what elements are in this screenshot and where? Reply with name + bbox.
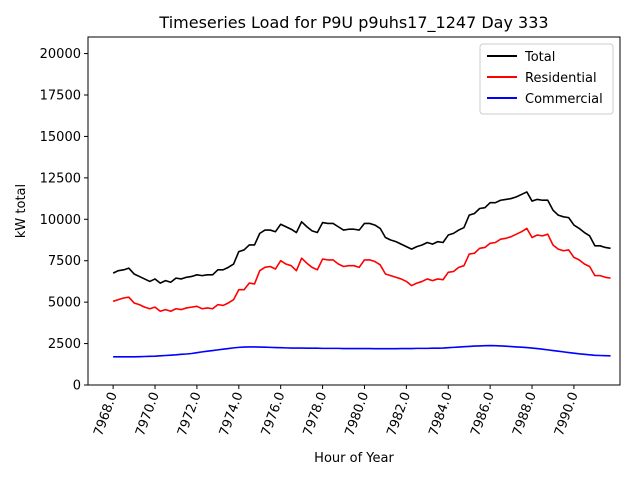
series-line-commercial — [113, 344, 611, 358]
x-tick-label: 7982.0 — [384, 390, 414, 438]
y-tick-label: 7500 — [48, 254, 81, 269]
x-axis-label: Hour of Year — [314, 451, 394, 466]
x-tick-label: 7988.0 — [510, 390, 540, 438]
y-axis-label: kW total — [14, 184, 29, 238]
x-tick-label: 7972.0 — [175, 390, 205, 438]
x-tick-label: 7980.0 — [343, 390, 373, 438]
legend-label-residential: Residential — [525, 71, 597, 86]
chart-title: Timeseries Load for P9U p9uhs17_1247 Day… — [158, 13, 548, 33]
x-tick-label: 7986.0 — [468, 390, 498, 438]
x-tick-label: 7978.0 — [301, 390, 331, 438]
legend-label-total: Total — [524, 50, 555, 65]
y-tick-label: 17500 — [40, 89, 81, 104]
legend-frame — [479, 43, 614, 115]
series-layer — [112, 191, 611, 358]
y-tick-label: 12500 — [40, 171, 81, 186]
x-tick-label: 7976.0 — [259, 390, 289, 438]
y-tick-label: 20000 — [40, 47, 81, 62]
series-line-total — [112, 191, 611, 284]
legend-label-commercial: Commercial — [525, 92, 603, 107]
y-tick-label: 5000 — [48, 296, 81, 311]
x-tick-label: 7990.0 — [552, 390, 582, 438]
y-tick-label: 2500 — [48, 337, 81, 352]
y-tick-label: 0 — [73, 379, 81, 394]
axes-frame — [87, 36, 621, 386]
x-tick-label: 7968.0 — [91, 390, 121, 438]
x-tick-label: 7974.0 — [217, 390, 247, 438]
y-tick-label: 15000 — [40, 130, 81, 145]
legend: Total Residential Commercial — [479, 43, 614, 115]
x-tick-label: 7984.0 — [426, 390, 456, 438]
x-tick-label: 7970.0 — [133, 390, 163, 438]
y-tick-label: 10000 — [40, 213, 81, 228]
series-line-residential — [112, 227, 611, 313]
